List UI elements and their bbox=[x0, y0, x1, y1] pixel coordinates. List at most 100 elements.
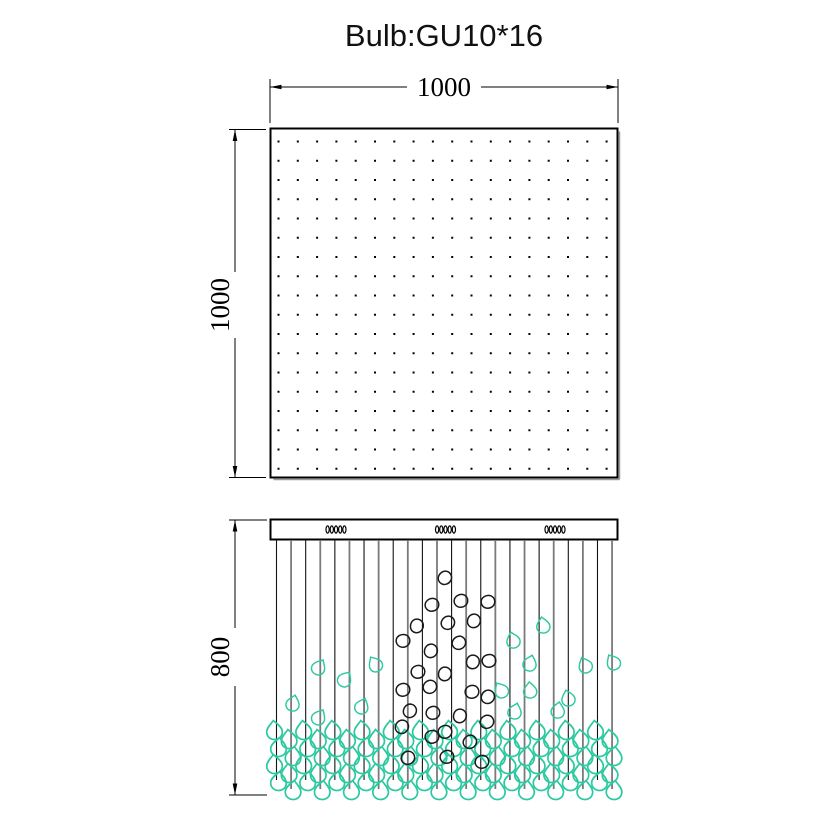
grid-dot bbox=[509, 198, 512, 201]
mount-hole-group bbox=[434, 525, 457, 534]
grid-dot bbox=[547, 179, 550, 181]
dimension-arrow bbox=[232, 783, 238, 795]
grid-dot bbox=[354, 198, 357, 201]
grid-dot bbox=[335, 333, 338, 335]
grid-dot bbox=[277, 467, 280, 470]
grid-dot bbox=[489, 159, 492, 162]
grid-dot bbox=[489, 236, 492, 239]
grid-dot bbox=[451, 198, 454, 201]
crystal-bead-teal bbox=[505, 700, 525, 722]
grid-dot bbox=[374, 467, 376, 470]
grid-dot bbox=[412, 352, 415, 355]
grid-dot bbox=[586, 236, 589, 239]
grid-dot bbox=[567, 352, 569, 355]
grid-dot bbox=[489, 198, 492, 201]
grid-dot bbox=[605, 159, 608, 162]
grid-dot bbox=[567, 313, 569, 316]
grid-dot bbox=[335, 294, 338, 297]
grid-dot bbox=[509, 236, 512, 239]
mount-hole bbox=[557, 525, 562, 534]
grid-dot bbox=[567, 198, 569, 201]
mount-hole bbox=[561, 525, 566, 534]
grid-dot bbox=[528, 429, 531, 432]
dimension-arrow bbox=[606, 84, 618, 90]
grid-dot bbox=[316, 333, 319, 335]
grid-dot bbox=[354, 467, 357, 470]
crystal-bead-black bbox=[436, 569, 453, 586]
grid-dot bbox=[316, 140, 319, 143]
grid-dot bbox=[296, 371, 299, 374]
grid-dot bbox=[335, 198, 338, 201]
grid-dot bbox=[509, 467, 512, 470]
grid-dot bbox=[489, 217, 492, 220]
grid-dot bbox=[431, 179, 434, 181]
grid-dot bbox=[393, 217, 396, 220]
grid-dot bbox=[509, 159, 512, 162]
grid-dot bbox=[412, 313, 415, 316]
grid-dot bbox=[412, 390, 415, 393]
grid-dot bbox=[412, 448, 415, 451]
grid-dot bbox=[605, 256, 608, 258]
grid-dot bbox=[489, 313, 492, 316]
grid-dot bbox=[567, 179, 569, 181]
crystal-bead-teal bbox=[308, 705, 330, 729]
grid-dot bbox=[451, 467, 454, 470]
grid-dot bbox=[354, 217, 357, 220]
grid-dot bbox=[412, 410, 415, 412]
grid-dot bbox=[296, 352, 299, 355]
grid-dot bbox=[586, 159, 589, 162]
grid-dot bbox=[567, 371, 569, 374]
grid-dot bbox=[354, 313, 357, 316]
grid-dot bbox=[277, 448, 280, 451]
grid-dot bbox=[528, 159, 531, 162]
crystal-bead-black bbox=[478, 713, 496, 731]
grid-dot bbox=[431, 333, 434, 335]
grid-dot bbox=[470, 313, 473, 316]
grid-dot bbox=[354, 371, 357, 374]
dimension-left-height-value: 1000 bbox=[205, 278, 235, 332]
mount-hole bbox=[552, 525, 558, 534]
grid-dot bbox=[547, 352, 550, 355]
grid-dot bbox=[374, 217, 376, 220]
grid-dot bbox=[431, 256, 434, 258]
grid-dot bbox=[586, 352, 589, 355]
grid-dot bbox=[586, 256, 589, 258]
grid-dot bbox=[470, 256, 473, 258]
grid-dot bbox=[567, 236, 569, 239]
grid-dot bbox=[296, 294, 299, 297]
grid-dot bbox=[296, 448, 299, 451]
grid-dot bbox=[528, 371, 531, 374]
front-view bbox=[264, 518, 624, 802]
grid-dot bbox=[393, 140, 396, 143]
mount-hole bbox=[548, 525, 554, 534]
grid-dot bbox=[412, 159, 415, 162]
crystal-bead-teal bbox=[574, 654, 596, 676]
grid-dot bbox=[489, 429, 492, 432]
grid-dot bbox=[296, 256, 299, 258]
grid-dot bbox=[316, 256, 319, 258]
crystal-bead-teal bbox=[364, 652, 386, 676]
grid-dot bbox=[431, 294, 434, 297]
grid-dot bbox=[316, 198, 319, 201]
grid-dot bbox=[335, 410, 338, 412]
grid-dot bbox=[412, 294, 415, 297]
grid-dot bbox=[567, 217, 569, 220]
grid-dot bbox=[296, 217, 299, 220]
grid-dot bbox=[431, 140, 434, 143]
grid-dot bbox=[470, 159, 473, 162]
grid-dot bbox=[335, 467, 338, 470]
grid-dot bbox=[470, 333, 473, 335]
grid-dot bbox=[412, 467, 415, 470]
grid-dot bbox=[374, 410, 376, 412]
grid-dot bbox=[470, 179, 473, 181]
grid-dot bbox=[412, 333, 415, 335]
crystal-bead-teal bbox=[334, 667, 356, 691]
grid-dot bbox=[335, 256, 338, 258]
mount-hole bbox=[333, 525, 339, 534]
grid-dot bbox=[431, 313, 434, 316]
grid-dot bbox=[451, 140, 454, 143]
dimension-front-height-value: 800 bbox=[205, 637, 235, 678]
grid-dot bbox=[489, 467, 492, 470]
crystal-bead-teal bbox=[602, 650, 624, 674]
